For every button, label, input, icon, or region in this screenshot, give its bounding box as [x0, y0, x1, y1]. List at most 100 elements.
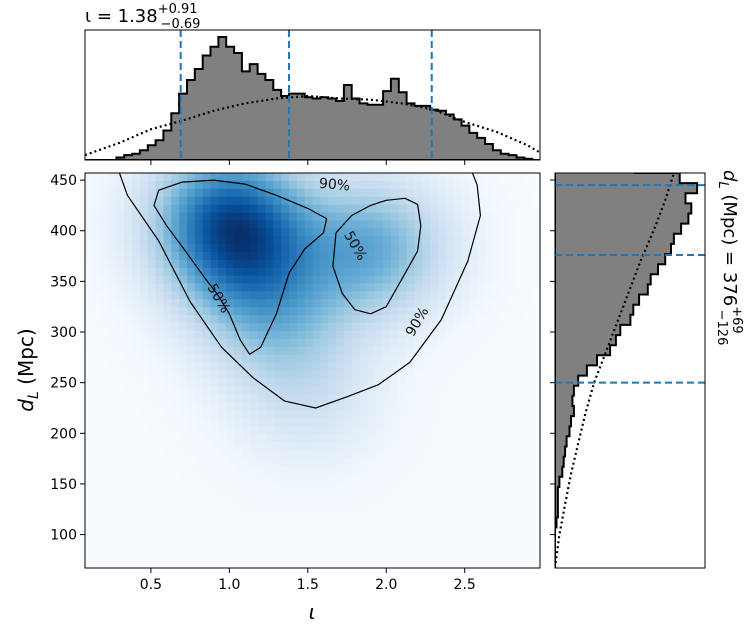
- heatmap-cell: [516, 410, 525, 419]
- heatmap-cell: [273, 346, 282, 356]
- heatmap-cell: [139, 449, 149, 458]
- heatmap-cell: [163, 425, 172, 435]
- heatmap-cell: [469, 188, 478, 198]
- heatmap-cell: [92, 307, 102, 316]
- heatmap-cell: [351, 259, 361, 269]
- heatmap-cell: [375, 417, 384, 427]
- heatmap-cell: [179, 536, 188, 545]
- heatmap-cell: [171, 386, 180, 395]
- heatmap-cell: [461, 188, 470, 198]
- heatmap-cell: [210, 425, 219, 435]
- heatmap-cell: [367, 180, 376, 190]
- heatmap-cell: [147, 394, 157, 403]
- heatmap-cell: [445, 220, 455, 229]
- heatmap-cell: [249, 520, 259, 530]
- heatmap-cell: [210, 338, 219, 348]
- heatmap-cell: [116, 252, 125, 261]
- heatmap-cell: [320, 188, 329, 198]
- heatmap-cell: [367, 560, 376, 568]
- heatmap-cell: [85, 196, 94, 206]
- heatmap-cell: [398, 220, 408, 229]
- heatmap-cell: [477, 275, 486, 285]
- heatmap-cell: [328, 228, 337, 237]
- heatmap-cell: [116, 449, 125, 458]
- heatmap-cell: [210, 520, 219, 530]
- heatmap-cell: [328, 402, 337, 411]
- heatmap-cell: [124, 244, 133, 253]
- heatmap-cell: [438, 188, 447, 198]
- heatmap-cell: [296, 323, 306, 332]
- heatmap-cell: [100, 244, 110, 253]
- heatmap-cell: [132, 244, 141, 253]
- heatmap-cell: [171, 457, 180, 466]
- heatmap-cell: [516, 433, 525, 443]
- heatmap-cell: [461, 338, 470, 348]
- heatmap-cell: [234, 212, 243, 221]
- heatmap-cell: [226, 370, 235, 379]
- heatmap-cell: [328, 180, 337, 190]
- heatmap-cell: [398, 259, 408, 269]
- heatmap-cell: [477, 386, 486, 395]
- heatmap-cell: [202, 196, 212, 206]
- heatmap-cell: [320, 481, 329, 490]
- heatmap-cell: [257, 236, 267, 245]
- heatmap-cell: [194, 236, 204, 245]
- heatmap-cell: [85, 370, 94, 379]
- heatmap-cell: [312, 299, 321, 308]
- heatmap-cell: [453, 362, 463, 372]
- heatmap-cell: [453, 299, 463, 308]
- heatmap-cell: [281, 283, 290, 293]
- heatmap-cell: [485, 528, 494, 537]
- heatmap-cell: [100, 512, 110, 522]
- heatmap-cell: [453, 252, 463, 261]
- heatmap-cell: [281, 323, 290, 332]
- heatmap-cell: [414, 291, 423, 300]
- heatmap-cell: [524, 473, 533, 482]
- heatmap-cell: [100, 457, 110, 466]
- heatmap-cell: [155, 331, 165, 340]
- heatmap-cell: [445, 402, 455, 411]
- heatmap-cell: [469, 520, 478, 530]
- heatmap-cell: [288, 323, 298, 332]
- heatmap-cell: [304, 433, 314, 443]
- heatmap-cell: [461, 346, 470, 356]
- heatmap-cell: [328, 315, 337, 324]
- heatmap-cell: [249, 307, 259, 316]
- heatmap-cell: [249, 267, 259, 277]
- heatmap-cell: [296, 496, 306, 506]
- heatmap-cell: [85, 386, 94, 395]
- heatmap-cell: [453, 481, 463, 490]
- heatmap-cell: [312, 536, 321, 545]
- heatmap-cell: [100, 449, 110, 458]
- heatmap-cell: [328, 307, 337, 316]
- heatmap-cell: [461, 362, 470, 372]
- heatmap-cell: [226, 433, 235, 443]
- heatmap-cell: [210, 291, 219, 300]
- heatmap-cell: [351, 457, 361, 466]
- heatmap-cell: [163, 394, 172, 403]
- heatmap-cell: [383, 425, 392, 435]
- heatmap-cell: [108, 386, 117, 395]
- heatmap-cell: [492, 386, 502, 395]
- heatmap-cell: [139, 252, 149, 261]
- heatmap-cell: [281, 394, 290, 403]
- heatmap-cell: [532, 504, 540, 514]
- heatmap-cell: [532, 173, 540, 182]
- heatmap-cell: [312, 370, 321, 379]
- heatmap-cell: [516, 196, 525, 206]
- heatmap-cell: [194, 299, 204, 308]
- heatmap-cell: [351, 441, 361, 451]
- heatmap-cell: [139, 236, 149, 245]
- heatmap-cell: [273, 299, 282, 308]
- heatmap-cell: [132, 433, 141, 443]
- heatmap-cell: [116, 362, 125, 372]
- heatmap-cell: [124, 520, 133, 530]
- heatmap-cell: [257, 504, 267, 514]
- heatmap-cell: [226, 457, 235, 466]
- heatmap-cell: [485, 512, 494, 522]
- heatmap-cell: [375, 528, 384, 537]
- heatmap-cell: [155, 212, 165, 221]
- heatmap-cell: [351, 536, 361, 545]
- heatmap-cell: [116, 386, 125, 395]
- heatmap-cell: [179, 346, 188, 356]
